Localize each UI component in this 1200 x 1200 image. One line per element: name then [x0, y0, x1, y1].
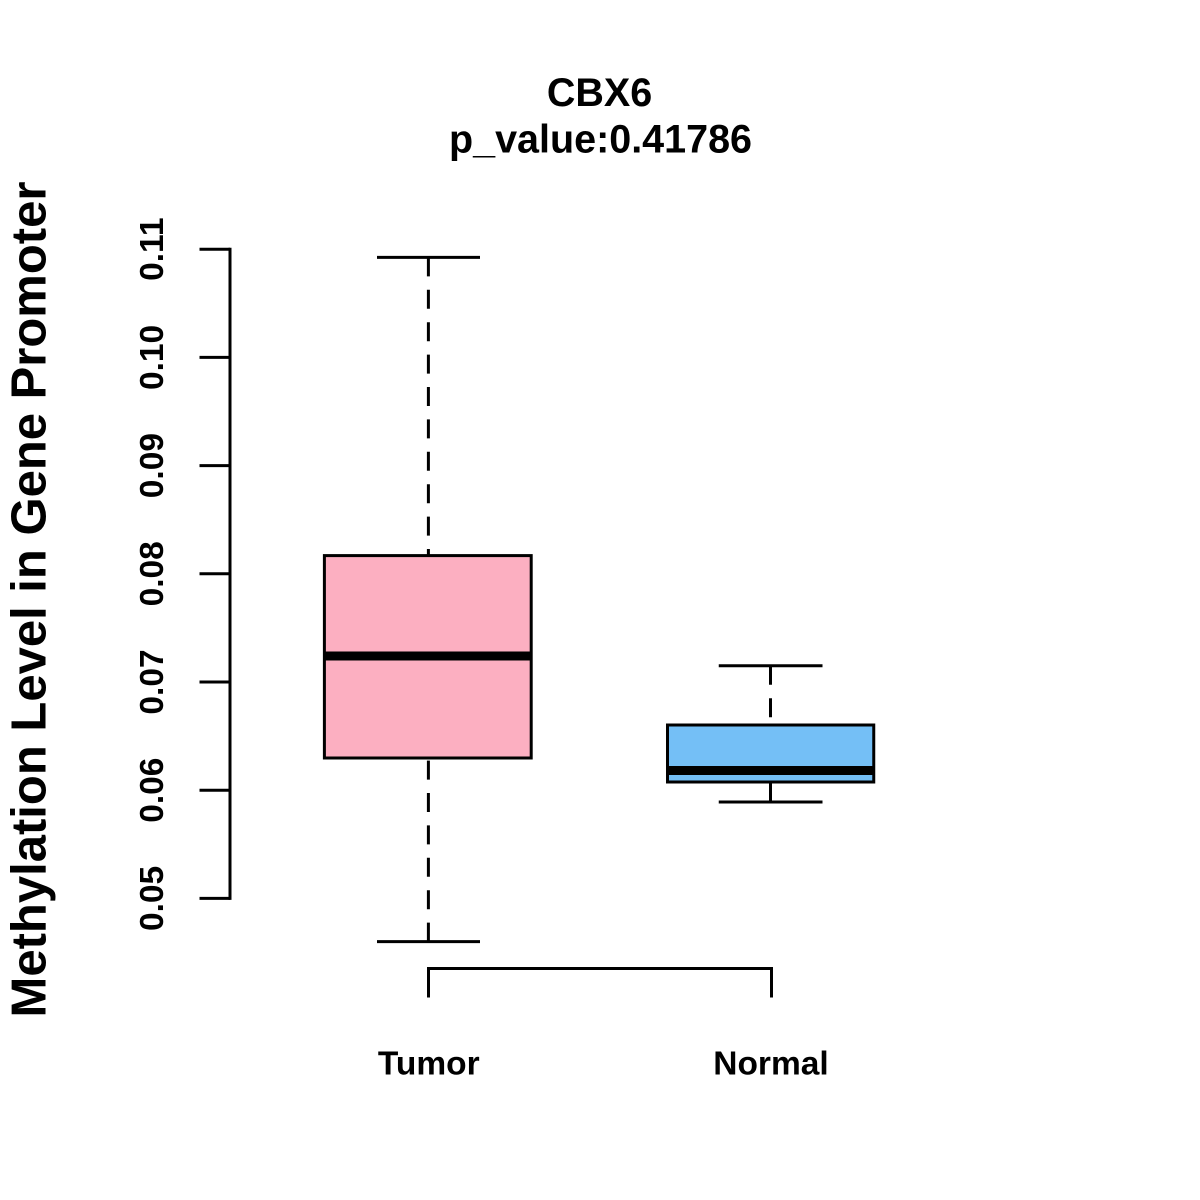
svg-text:Tumor: Tumor	[378, 1045, 480, 1082]
svg-text:0.06: 0.06	[134, 758, 171, 823]
svg-text:0.10: 0.10	[134, 325, 171, 390]
svg-text:0.11: 0.11	[134, 218, 171, 281]
svg-text:0.08: 0.08	[134, 541, 171, 606]
svg-text:Methylation Level in Gene Prom: Methylation Level in Gene Promoter	[3, 182, 57, 1018]
svg-text:0.07: 0.07	[134, 649, 171, 714]
svg-text:0.09: 0.09	[134, 433, 171, 498]
svg-text:CBX6: CBX6	[547, 71, 652, 115]
svg-text:0.05: 0.05	[134, 866, 171, 931]
svg-text:p_value:0.41786: p_value:0.41786	[449, 118, 752, 162]
svg-text:Normal: Normal	[713, 1045, 828, 1082]
